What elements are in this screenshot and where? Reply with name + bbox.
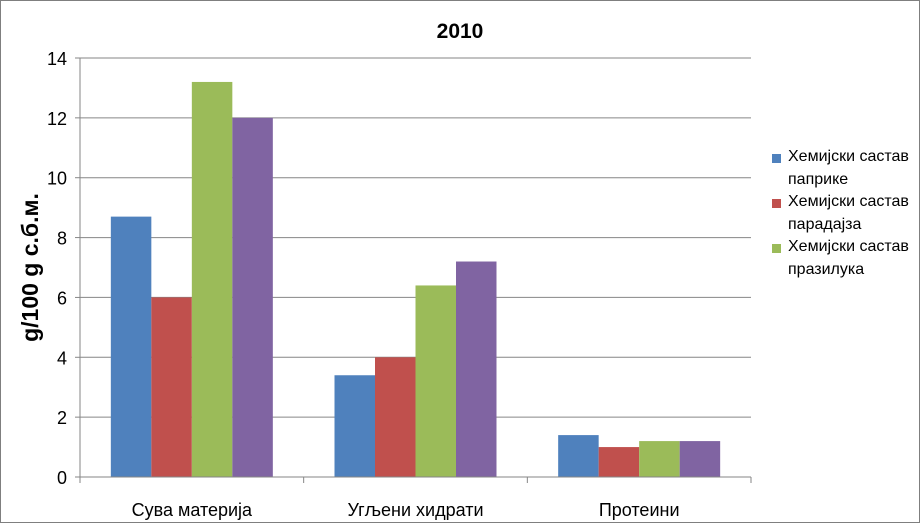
bar [415, 285, 456, 477]
y-tick-label: 6 [57, 288, 67, 308]
legend-item: Хемијски састав паприке [772, 146, 912, 191]
y-tick-label: 10 [47, 169, 67, 189]
legend-label: Хемијски састав парадајза [788, 193, 909, 233]
bar [598, 447, 640, 477]
bar [151, 297, 192, 477]
bar [334, 375, 375, 477]
y-tick-label: 14 [47, 49, 67, 69]
legend-swatch [772, 199, 781, 208]
bar [456, 261, 497, 477]
y-tick-label: 8 [57, 229, 67, 249]
y-tick-label: 12 [47, 109, 67, 129]
legend-label: Хемијски састав празилука [788, 238, 909, 278]
legend-swatch [772, 244, 781, 253]
x-tick-label: Угљени хидрати [348, 500, 484, 520]
bar [375, 357, 416, 477]
y-tick-label: 2 [57, 408, 67, 428]
legend: Хемијски састав паприке Хемијски састав п… [772, 146, 912, 281]
bar [232, 117, 273, 477]
x-tick-label: Протеини [599, 500, 680, 520]
y-axis-label: g/100 g с.б.м. [17, 193, 43, 342]
bar [558, 435, 599, 477]
bar [639, 441, 680, 477]
legend-item: Хемијски састав парадајза [772, 191, 912, 236]
legend-label: Хемијски састав паприке [788, 148, 909, 188]
x-tick-label: Сува материја [132, 500, 253, 520]
bar [191, 81, 233, 477]
bar [110, 216, 152, 477]
legend-item: Хемијски састав празилука [772, 236, 912, 281]
chart-title: 2010 [437, 20, 484, 43]
legend-swatch [772, 154, 781, 163]
y-tick-label: 4 [57, 348, 67, 368]
y-tick-label: 0 [57, 468, 67, 488]
bar [679, 441, 721, 477]
